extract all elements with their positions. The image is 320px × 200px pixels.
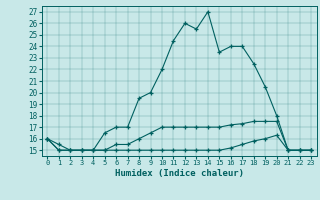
X-axis label: Humidex (Indice chaleur): Humidex (Indice chaleur) [115,169,244,178]
